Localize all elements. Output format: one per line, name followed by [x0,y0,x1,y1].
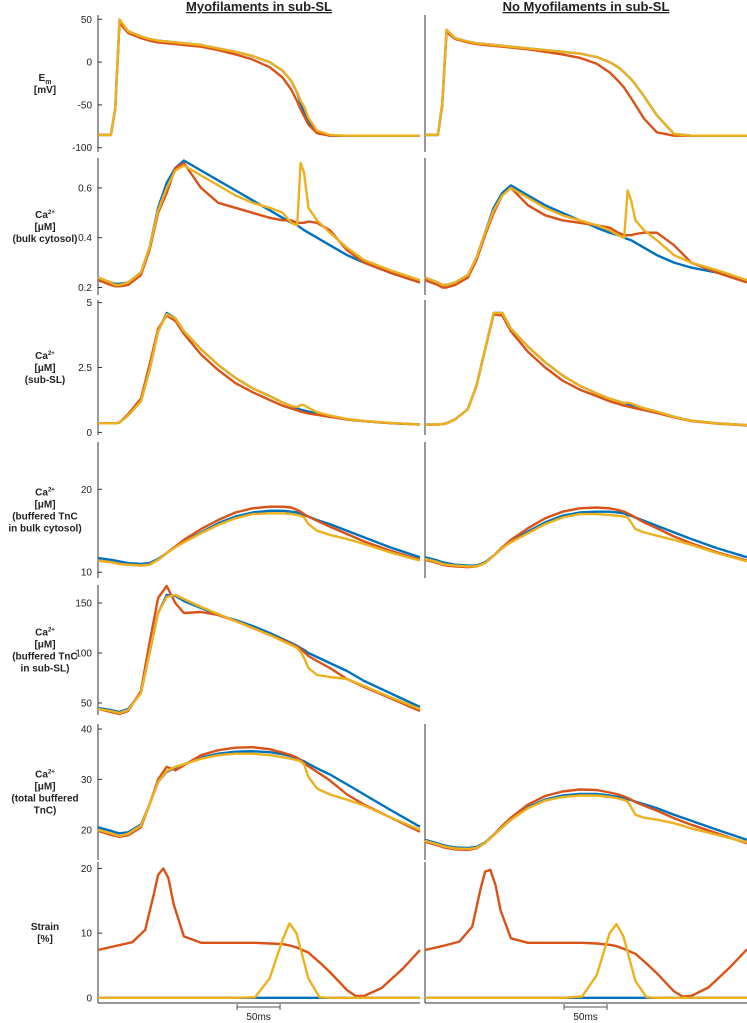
row-label-line: TnC) [34,806,57,817]
series-line [424,184,747,287]
row-label-symbol-text: Ca [35,628,48,639]
row-label-symbol: Ca2+ [35,351,55,362]
series-line [97,584,421,716]
row-label-symbol-text: Ca [35,210,48,221]
y-tick-label: -100 [72,143,92,154]
row-label-symbol-text: Strain [31,922,59,933]
series-line [97,161,421,287]
y-tick-label: 40 [81,725,93,736]
series-line [98,922,420,999]
y-tick-label: 50 [81,15,93,26]
row-label-symbol-text: E [39,73,46,84]
y-tick-label: 150 [75,599,92,610]
series-line [424,510,747,567]
row-label-symbol: Ca2+ [35,210,55,221]
y-tick-label: 50 [81,699,93,710]
row-label-symbol-text: Ca [35,351,48,362]
y-tick-label: 0 [86,428,92,439]
scale-bar-label: 50ms [573,1012,597,1023]
y-tick-label: 20 [81,864,93,875]
row-label-line: (total buffered [11,794,78,805]
series-line [97,505,421,567]
row-label-line: [%] [37,934,53,945]
series-line [98,311,421,426]
series-line [425,313,747,427]
series-line [97,509,421,566]
column-title: Myofilaments in sub-SL [186,0,332,14]
series-line [424,794,747,851]
series-line [424,788,747,852]
row-label-line: [μM] [34,500,55,511]
row-label-line: [μM] [34,640,55,651]
row-label-line: [μM] [34,222,55,233]
series-line [425,30,747,137]
series-line [425,311,747,427]
row-label-line: [μM] [34,363,55,374]
series-line [97,867,421,998]
series-line [424,512,747,568]
series-line [98,313,421,426]
y-tick-label: 0 [86,58,92,69]
row-label-line: (buffered TnC [12,512,78,523]
y-tick-label: 0.4 [78,233,92,244]
series-line [97,746,421,838]
row-label-superscript: 2+ [48,770,55,776]
y-tick-label: 10 [81,929,93,940]
row-label-line: in sub-SL) [21,664,70,675]
series-line [424,868,747,998]
y-tick-label: 10 [81,568,93,579]
scale-bar-label: 50ms [246,1012,270,1023]
y-tick-label: 30 [81,775,93,786]
row-label-line: in bulk cytosol) [8,524,81,535]
row-label-subscript: m [45,79,51,86]
y-tick-label: 20 [81,825,93,836]
series-line [98,21,420,137]
row-label-line: (buffered TnC [12,652,78,663]
series-line [97,593,421,715]
series-line [97,161,421,288]
series-line [97,512,421,567]
series-line [424,792,747,850]
series-line [425,30,747,137]
series-line [425,311,747,427]
row-label-symbol: Em [39,73,52,86]
series-line [97,752,421,837]
y-tick-label: 0 [86,993,92,1004]
row-label-symbol: Strain [31,922,59,933]
y-tick-label: 0.6 [78,183,92,194]
row-label-symbol: Ca2+ [35,628,55,639]
y-tick-label: 100 [75,649,92,660]
row-label-superscript: 2+ [48,488,55,494]
column-title: No Myofilaments in sub-SL [503,0,670,14]
series-line [424,186,747,287]
y-tick-label: 20 [81,485,93,496]
row-label-line: [μM] [34,782,55,793]
row-label-symbol: Ca2+ [35,770,55,781]
y-tick-label: 0.2 [78,283,92,294]
series-line [97,750,421,835]
series-line [424,506,747,569]
series-line [425,922,747,999]
series-line [98,314,421,426]
row-label-symbol: Ca2+ [35,488,55,499]
series-line [424,186,747,289]
y-tick-label: 2.5 [78,363,92,374]
row-label-symbol-text: Ca [35,488,48,499]
row-label-line: [mV] [34,85,56,96]
row-label-superscript: 2+ [48,351,55,357]
y-tick-label: 5 [86,298,92,309]
series-line [425,28,747,137]
series-line [97,593,421,714]
y-tick-label: -50 [78,100,93,111]
row-label-symbol-text: Ca [35,770,48,781]
row-label-line: (bulk cytosol) [12,234,77,245]
row-label-superscript: 2+ [48,210,55,216]
row-label-line: (sub-SL) [25,375,66,386]
row-label-superscript: 2+ [48,628,55,634]
series-line [98,18,420,137]
